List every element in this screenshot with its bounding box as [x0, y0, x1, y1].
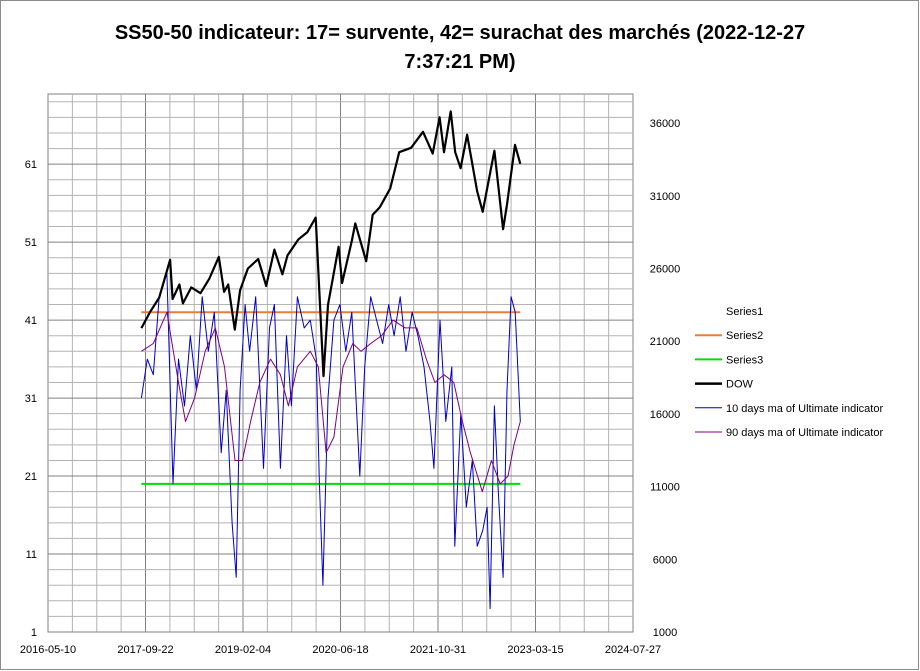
y-right-axis: 1000 6000 11000 16000 21000 26000 31000 36000: [650, 118, 681, 639]
x-tick-label: 2023-03-15: [507, 644, 563, 656]
x-axis: 2016-05-10 2017-09-22 2019-02-04 2020-06-18…: [20, 644, 661, 656]
y-left-tick-label: 21: [25, 471, 37, 483]
series-line-5: [141, 311, 521, 493]
x-tick-label: 2016-05-10: [20, 644, 76, 656]
y-right-tick-label: 6000: [653, 554, 677, 566]
legend-label-3: DOW: [726, 379, 754, 391]
y-left-tick-label: 11: [26, 549, 37, 561]
y-left-tick-label: 1: [31, 627, 37, 639]
legend-label-2: Series3: [726, 354, 763, 366]
chart-title-line1: SS50-50 indicateur: 17= survente, 42= su…: [115, 22, 805, 44]
y-right-tick-label: 31000: [650, 191, 681, 203]
legend: Series1 Series2 Series3 DOW 10 days ma of Ul…: [695, 306, 883, 439]
y-right-tick-label: 36000: [650, 118, 681, 130]
x-tick-label: 2024-07-27: [605, 644, 661, 656]
y-right-tick-label: 11000: [650, 482, 680, 494]
y-right-tick-label: 1000: [653, 627, 677, 639]
series-line-3: [140, 110, 522, 378]
series-layer: [140, 272, 521, 610]
x-tick-label: 2020-06-18: [312, 644, 368, 656]
x-tick-label: 2021-10-31: [410, 644, 466, 656]
dow-layer: [140, 110, 522, 378]
chart-title-line2: 7:37:21 PM): [404, 51, 515, 73]
y-left-tick-label: 41: [25, 315, 37, 327]
y-left-tick-label: 51: [25, 237, 37, 249]
legend-label-5: 90 days ma of Ultimate indicator: [726, 427, 883, 439]
legend-label-4: 10 days ma of Ultimate indicator: [726, 403, 883, 415]
y-left-tick-label: 61: [25, 159, 37, 171]
series-line-4: [140, 272, 521, 610]
y-right-tick-label: 21000: [650, 336, 681, 348]
y-right-tick-label: 16000: [650, 409, 681, 421]
legend-label-1: Series2: [726, 330, 763, 342]
x-tick-label: 2019-02-04: [215, 644, 271, 656]
grid-layer: [47, 94, 634, 633]
y-left-tick-label: 31: [25, 393, 37, 405]
x-tick-label: 2017-09-22: [117, 644, 173, 656]
y-right-tick-label: 26000: [650, 263, 681, 275]
legend-label-0: Series1: [726, 306, 763, 318]
